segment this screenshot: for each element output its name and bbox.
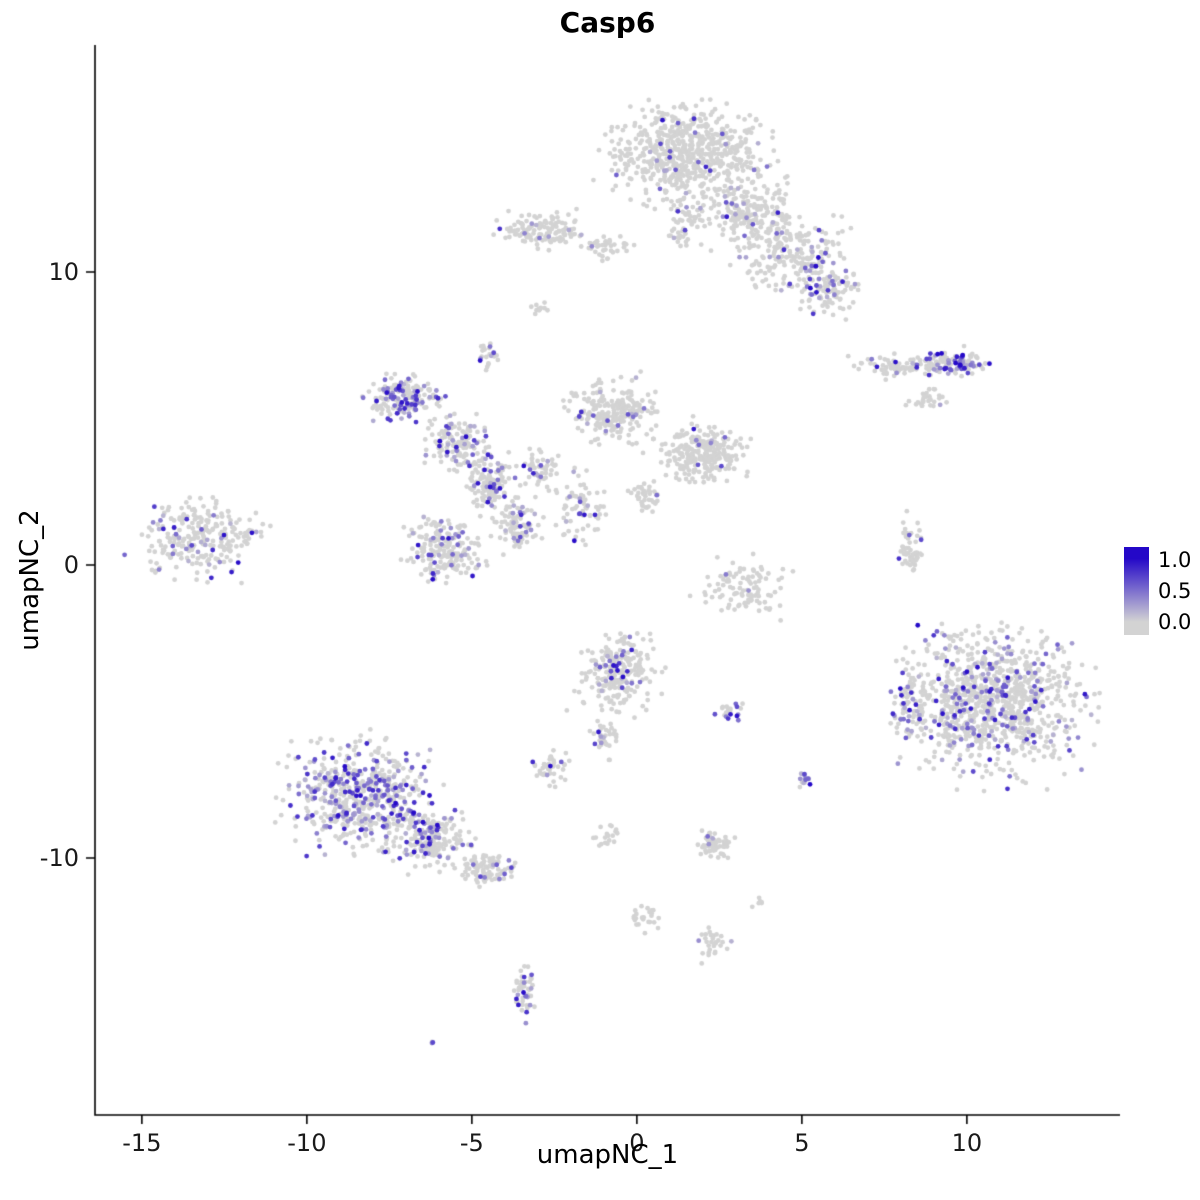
x-tick-label: 5 bbox=[794, 1129, 810, 1157]
y-tick-label: -10 bbox=[39, 844, 79, 873]
x-tick-label: -5 bbox=[459, 1129, 484, 1157]
legend-tick-label: 0.0 bbox=[1158, 610, 1192, 634]
x-tick-label: -15 bbox=[122, 1129, 162, 1157]
x-tick-label: -10 bbox=[287, 1129, 327, 1157]
x-tick-label: 0 bbox=[629, 1129, 645, 1157]
legend-tick-label: 0.5 bbox=[1158, 579, 1192, 603]
x-axis-title: umapNC_1 bbox=[536, 1140, 679, 1170]
y-tick-label: 0 bbox=[63, 551, 79, 580]
color-legend: 1.0 0.5 0.0 bbox=[1124, 545, 1200, 641]
legend-gradient-bar bbox=[1124, 547, 1149, 635]
legend-tick-label: 1.0 bbox=[1158, 548, 1192, 572]
y-tick-label: 10 bbox=[48, 258, 79, 287]
y-axis-title: umapNC_2 bbox=[15, 509, 45, 651]
plot-title: Casp6 bbox=[559, 6, 656, 39]
x-tick-label: 10 bbox=[951, 1129, 983, 1157]
